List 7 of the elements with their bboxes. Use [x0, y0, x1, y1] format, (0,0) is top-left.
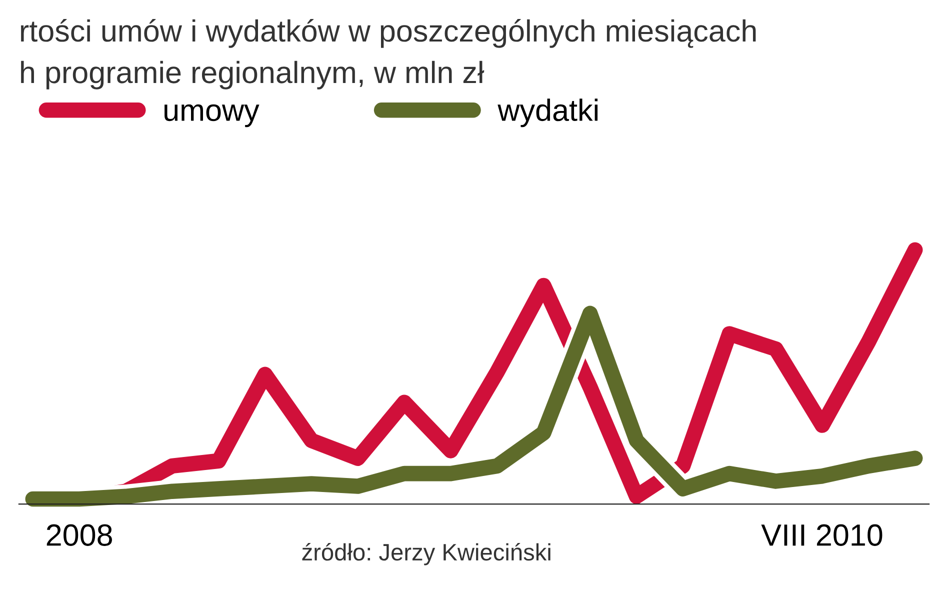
- x-tick-label: 2008: [46, 524, 112, 546]
- chart-title: rtości umów i wydatków w poszczególnych miesiącach: [20, 19, 756, 48]
- x-tick-label: VIII 2010: [761, 524, 882, 546]
- chart-subtitle: h programie regionalnym, w mln zł: [21, 60, 484, 90]
- legend-label: wydatki: [498, 98, 598, 128]
- legend-label: umowy: [164, 104, 260, 128]
- text: źródło: Jerzy Kwieciński: [302, 543, 550, 566]
